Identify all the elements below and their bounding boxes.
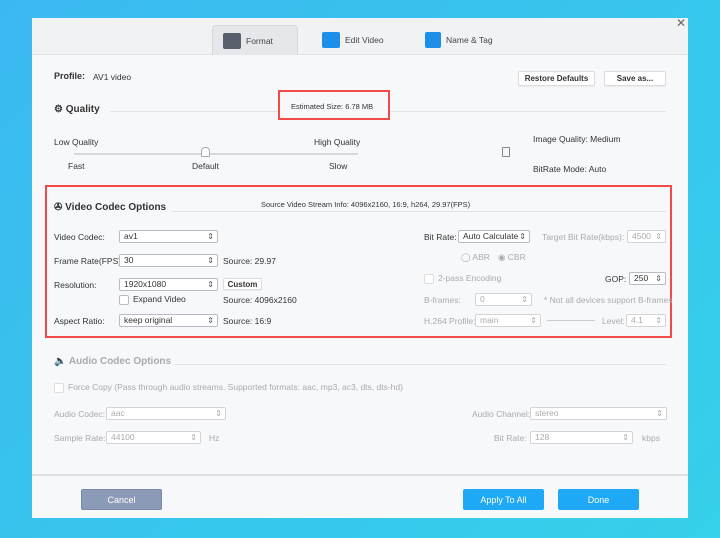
fps-source: Source: 29.97 (223, 256, 276, 266)
video-codec-label: Video Codec: (54, 232, 105, 242)
level-label: Level: (602, 316, 625, 326)
fps-select[interactable]: 30 (119, 254, 218, 267)
sample-rate-unit: Hz (209, 433, 220, 443)
resolution-select[interactable]: 1920x1080 (119, 278, 218, 291)
h264-profile-label: H.264 Profile: (424, 316, 476, 326)
audio-bitrate-select[interactable]: 128 (530, 431, 633, 444)
format-settings-window: Format Edit Video Name & Tag ✕ Profile: … (32, 16, 688, 518)
save-as-button[interactable]: Save as... (604, 71, 666, 86)
expand-video-label: Expand Video (133, 294, 186, 304)
tab-name-tag[interactable]: Name & Tag (415, 25, 503, 55)
profile-value: AV1 video (93, 72, 132, 82)
name-tag-icon (425, 32, 441, 48)
audio-codec-heading: 🔈 Audio Codec Options (54, 356, 171, 367)
audio-bitrate-unit: kbps (642, 433, 660, 443)
audio-bitrate-label: Bit Rate: (494, 433, 527, 443)
default-label: Default (192, 161, 219, 171)
gop-label: GOP: (605, 274, 627, 284)
quality-slider-handle[interactable] (201, 147, 210, 157)
bitrate-select[interactable]: Auto Calculate (458, 230, 530, 243)
level-select[interactable]: 4.1 (626, 314, 666, 327)
tab-edit-video[interactable]: Edit Video (312, 25, 394, 55)
bframes-select[interactable]: 0 (475, 293, 532, 306)
tab-format[interactable]: Format (212, 25, 298, 55)
resolution-source: Source: 4096x2160 (223, 295, 297, 305)
sample-rate-label: Sample Rate: (54, 433, 106, 443)
abr-radio[interactable]: ◯ ABR (461, 252, 490, 262)
format-gear-icon (223, 32, 241, 49)
aspect-ratio-label: Aspect Ratio: (54, 316, 105, 326)
done-button[interactable]: Done (558, 489, 639, 510)
highlight-box (45, 185, 672, 338)
video-codec-heading: ✇ Video Codec Options (54, 202, 166, 213)
bitrate-label: Bit Rate: (424, 232, 457, 242)
film-reel-icon: ✇ (54, 202, 63, 213)
restore-defaults-button[interactable]: Restore Defaults (518, 71, 595, 86)
tab-bar: Format Edit Video Name & Tag ✕ (32, 16, 688, 55)
tab-label: Edit Video (345, 35, 384, 45)
quality-title: Quality (65, 104, 100, 115)
high-quality-label: High Quality (314, 137, 361, 147)
audio-title: Audio Codec Options (68, 356, 172, 367)
quality-slider[interactable] (74, 153, 358, 155)
quality-heading: ⚙ Quality (54, 104, 100, 115)
bitrate-mode: BitRate Mode: Auto (533, 164, 607, 174)
tab-label: Name & Tag (446, 35, 493, 45)
highlight-box (278, 90, 390, 120)
resolution-label: Resolution: (54, 280, 97, 290)
bframes-note: * Not all devices support B-frames (544, 295, 673, 305)
tab-label: Format (246, 35, 273, 46)
target-bitrate-label: Target Bit Rate(kbps): (542, 232, 625, 242)
bframes-label: B-frames: (424, 295, 461, 305)
two-pass-label: 2-pass Encoding (438, 273, 502, 283)
audio-channel-select[interactable]: stereo (530, 407, 667, 420)
estimated-size: Estimated Size: 6.78 MB (291, 102, 374, 111)
profile-label: Profile: (54, 71, 86, 81)
video-title: Video Codec Options (65, 202, 167, 213)
gop-input[interactable]: 250 (629, 272, 666, 285)
fast-label: Fast (68, 161, 85, 171)
audio-channel-label: Audio Channel: (472, 409, 531, 419)
fps-label: Frame Rate(FPS): (54, 256, 124, 266)
audio-codec-label: Audio Codec: (54, 409, 106, 419)
video-codec-select[interactable]: av1 (119, 230, 218, 243)
force-copy-label: Force Copy (Pass through audio streams. … (68, 382, 403, 392)
apply-to-all-button[interactable]: Apply To All (463, 489, 544, 510)
force-copy-checkbox[interactable]: Force Copy (Pass through audio streams. … (54, 382, 403, 393)
two-pass-checkbox[interactable]: 2-pass Encoding (424, 273, 501, 284)
speaker-icon: 🔈 (54, 356, 67, 367)
sample-rate-select[interactable]: 44100 (106, 431, 201, 444)
cbr-label: CBR (507, 252, 526, 262)
expand-video-checkbox[interactable]: Expand Video (119, 294, 186, 305)
abr-label: ABR (472, 252, 490, 262)
custom-resolution-button[interactable]: Custom (223, 278, 262, 290)
image-quality: Image Quality: Medium (533, 134, 621, 144)
aspect-ratio-select[interactable]: keep original (119, 314, 218, 327)
slow-label: Slow (329, 161, 348, 171)
close-icon[interactable]: ✕ (676, 16, 687, 30)
target-bitrate-input[interactable]: 4500 (627, 230, 666, 243)
audio-codec-select[interactable]: aac (106, 407, 226, 420)
aspect-source: Source: 16:9 (223, 316, 272, 326)
gear-icon: ⚙ (54, 104, 63, 115)
source-stream-info: Source Video Stream Info: 4096x2160, 16:… (261, 200, 471, 209)
h264-profile-select[interactable]: main (475, 314, 541, 327)
low-quality-label: Low Quality (54, 137, 99, 147)
cancel-button[interactable]: Cancel (81, 489, 162, 510)
cbr-radio[interactable]: ◉ CBR (498, 252, 526, 262)
edit-video-icon (322, 32, 340, 48)
document-icon (502, 147, 510, 157)
